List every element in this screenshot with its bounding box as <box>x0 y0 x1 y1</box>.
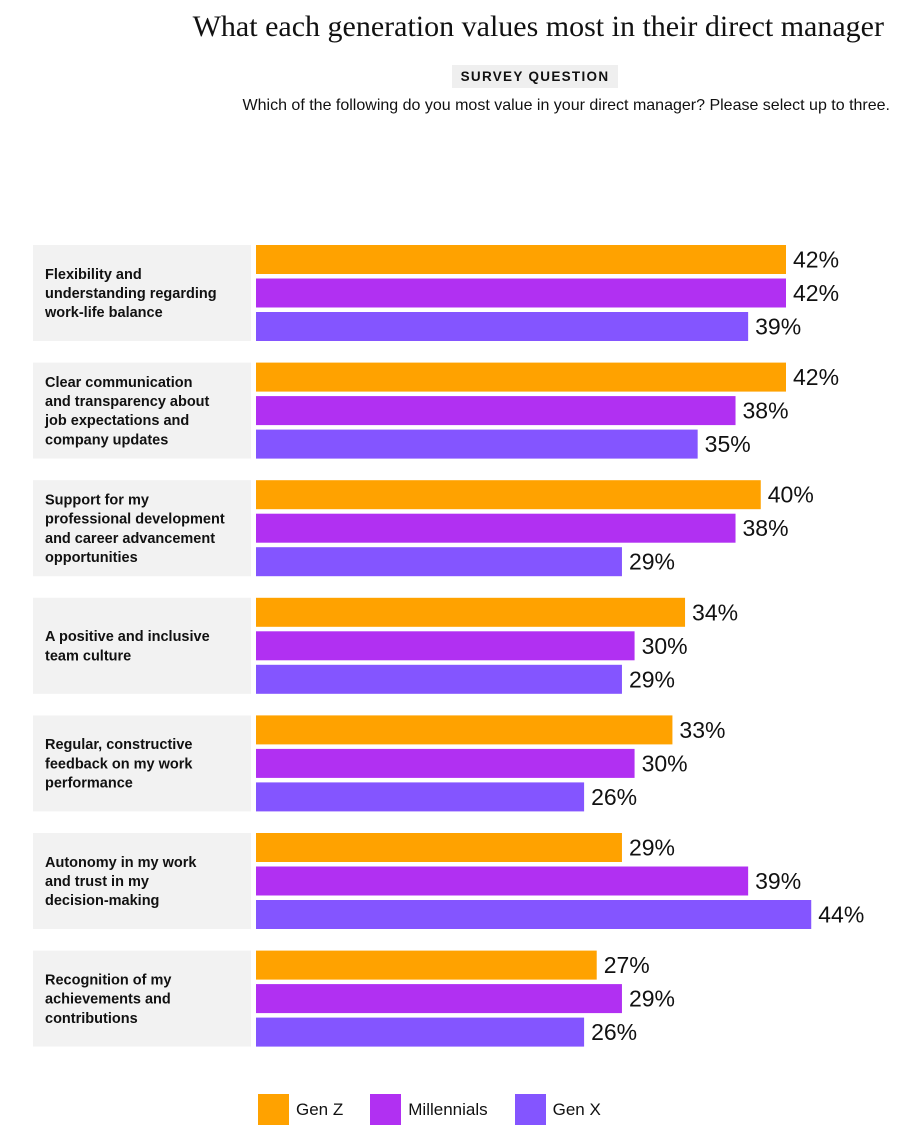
value-label: 38% <box>743 515 789 541</box>
category-label-line: opportunities <box>45 550 138 566</box>
bar-chart: Flexibility and understanding regarding wo… <box>33 245 864 1047</box>
category-label-line: achievements and <box>45 992 171 1008</box>
category-label-line: and trust in my <box>45 874 149 890</box>
bar-millennials <box>256 513 736 543</box>
category-label-line: team culture <box>45 648 131 664</box>
category-label-line: A positive and inclusive <box>45 629 210 645</box>
category-label-box <box>33 597 251 694</box>
survey-question-text: Which of the following do you most value… <box>242 97 890 114</box>
category-label-box <box>33 950 251 1047</box>
value-label: 30% <box>642 633 688 659</box>
category-label-line: Clear communication <box>45 375 192 391</box>
value-label: 27% <box>604 952 650 978</box>
legend-label: Millennials <box>408 1099 488 1119</box>
legend-swatch <box>370 1094 402 1125</box>
bar-gen-z <box>256 245 786 274</box>
category-label-line: work-life balance <box>44 305 163 321</box>
value-label: 35% <box>705 431 751 457</box>
value-label: 42% <box>793 364 839 390</box>
value-label: 33% <box>679 717 725 743</box>
category-label-box <box>33 480 251 577</box>
bar-gen-x <box>256 547 622 577</box>
category-label-line: contributions <box>45 1011 138 1027</box>
bar-gen-z <box>256 597 686 627</box>
category-label-line: job expectations and <box>44 413 189 429</box>
legend-label: Gen X <box>552 1099 601 1119</box>
value-label: 29% <box>629 666 675 692</box>
category-label: Autonomy in my work and trust in my decisi… <box>45 855 197 909</box>
value-label: 34% <box>692 599 738 625</box>
category-label-line: and career advancement <box>45 531 215 547</box>
category-label-box <box>33 833 251 929</box>
legend-item: Gen Z <box>258 1094 343 1125</box>
category-label-line: understanding regarding <box>45 286 217 302</box>
legend-swatch <box>258 1094 289 1125</box>
value-label: 39% <box>755 868 801 894</box>
subtitle-wrap: SURVEY QUESTION <box>0 65 922 88</box>
value-label: 26% <box>591 1019 637 1045</box>
category-label-line: Autonomy in my work <box>45 855 197 871</box>
bar-gen-z <box>256 833 622 862</box>
chart-title: What each generation values most in thei… <box>192 10 884 43</box>
value-label: 42% <box>793 280 839 306</box>
category-label: Flexibility and understanding regarding wo… <box>44 267 217 321</box>
bar-gen-z <box>256 362 786 392</box>
category-label-box <box>33 245 251 341</box>
category-label-line: performance <box>45 776 133 792</box>
value-label: 42% <box>793 247 839 273</box>
value-label: 40% <box>768 482 814 508</box>
bar-gen-x <box>256 900 812 929</box>
category-label-line: feedback on my work <box>45 756 193 772</box>
bar-gen-x <box>256 429 698 459</box>
category-label-line: Support for my <box>45 492 149 508</box>
bar-millennials <box>256 866 749 896</box>
value-label: 38% <box>743 398 789 424</box>
legend-item: Gen X <box>514 1094 601 1125</box>
value-label: 30% <box>642 750 688 776</box>
category-label: A positive and inclusive team culture <box>45 629 210 664</box>
category-label-line: Flexibility and <box>45 267 142 283</box>
category-label-line: professional development <box>45 512 225 528</box>
category-label-box <box>33 362 251 459</box>
category-label-line: Recognition of my <box>45 972 171 988</box>
value-label: 39% <box>755 314 801 340</box>
value-label: 26% <box>591 784 637 810</box>
bar-gen-z <box>256 950 597 980</box>
category-label-line: Regular, constructive <box>45 737 192 753</box>
category-label-line: and transparency about <box>45 394 210 410</box>
bar-gen-z <box>256 480 761 510</box>
category-label-line: company updates <box>45 432 168 448</box>
bar-millennials <box>256 984 622 1014</box>
category-label-box <box>33 715 251 812</box>
bar-gen-z <box>256 715 673 745</box>
bar-millennials <box>256 748 635 778</box>
category-label: Recognition of my achievements and contrib… <box>45 972 171 1026</box>
value-label: 29% <box>629 835 675 861</box>
legend-label: Gen Z <box>296 1099 344 1119</box>
legend: Gen Z Millennials Gen X <box>258 1094 628 1125</box>
survey-question-badge: SURVEY QUESTION <box>451 65 619 88</box>
bar-millennials <box>256 278 786 308</box>
legend-item: Millennials <box>370 1094 488 1125</box>
value-label: 29% <box>629 549 675 575</box>
bar-millennials <box>256 396 736 426</box>
category-label-line: decision-making <box>45 893 159 909</box>
category-label: Clear communication and transparency abou… <box>44 375 210 449</box>
bar-millennials <box>256 631 635 661</box>
bar-gen-x <box>256 1017 585 1047</box>
category-label: Support for my professional development an… <box>45 492 225 566</box>
value-label: 44% <box>818 902 864 928</box>
bar-gen-x <box>256 782 585 812</box>
bar-gen-x <box>256 664 622 694</box>
category-label: Regular, constructive feedback on my work… <box>45 737 193 791</box>
legend-swatch <box>514 1094 546 1125</box>
bar-gen-x <box>256 312 749 341</box>
value-label: 29% <box>629 986 675 1012</box>
